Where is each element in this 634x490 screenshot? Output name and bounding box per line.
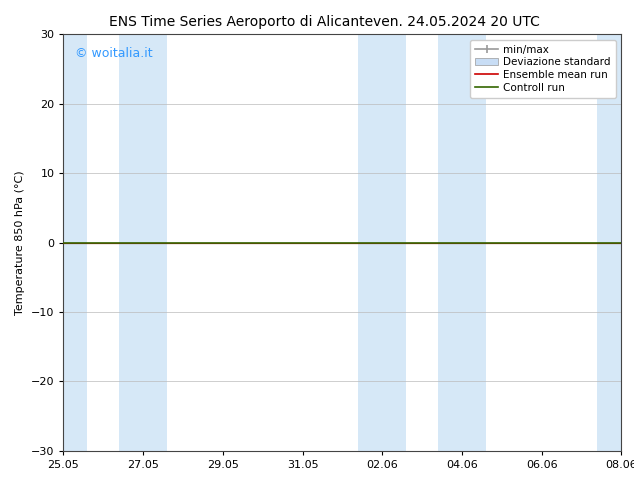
Bar [119,34,167,451]
Bar [63,34,87,451]
Text: ENS Time Series Aeroporto di Alicante: ENS Time Series Aeroporto di Alicante [109,15,373,29]
Text: © woitalia.it: © woitalia.it [75,47,152,60]
Y-axis label: Temperature 850 hPa (°C): Temperature 850 hPa (°C) [15,170,25,315]
Bar [358,34,406,451]
Text: ven. 24.05.2024 20 UTC: ven. 24.05.2024 20 UTC [373,15,540,29]
Legend: min/max, Deviazione standard, Ensemble mean run, Controll run: min/max, Deviazione standard, Ensemble m… [470,40,616,98]
Bar [597,34,621,451]
Bar [438,34,486,451]
